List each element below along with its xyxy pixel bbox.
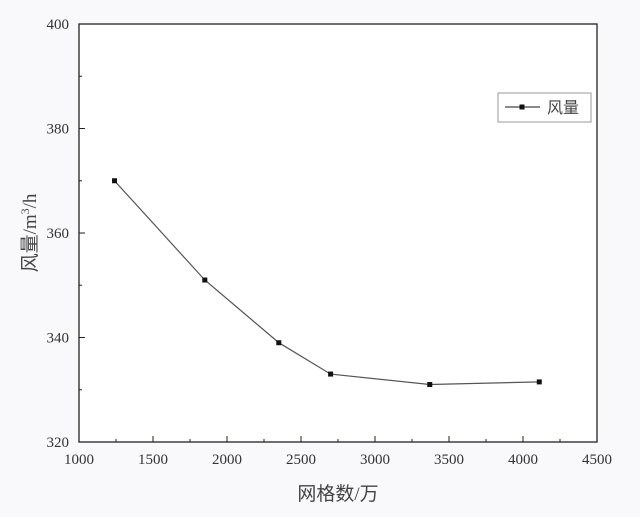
x-tick-label: 4500 bbox=[582, 452, 612, 468]
legend-marker-icon bbox=[519, 104, 525, 110]
y-tick-label: 380 bbox=[47, 122, 70, 138]
plot-border bbox=[78, 23, 598, 443]
y-axis-title: 风量/m3/h bbox=[18, 193, 41, 272]
data-point-marker bbox=[112, 178, 118, 184]
x-tick-label: 2000 bbox=[212, 452, 242, 468]
data-point-marker bbox=[202, 277, 208, 283]
y-tick-label: 360 bbox=[47, 226, 70, 242]
series-line bbox=[112, 178, 542, 388]
y-tick-label: 320 bbox=[47, 435, 70, 451]
x-tick-label: 3000 bbox=[360, 452, 390, 468]
y-axis-title-tail: /h bbox=[20, 193, 41, 208]
data-point-marker bbox=[536, 379, 542, 385]
x-tick-label: 1000 bbox=[64, 452, 94, 468]
x-axis: 1000 1500 2000 2500 3000 3500 4000 4500 bbox=[64, 436, 612, 468]
y-axis: 320 340 360 380 400 bbox=[47, 17, 85, 451]
legend-label: 风量 bbox=[547, 100, 579, 117]
y-axis-title-main: 风量/m bbox=[20, 214, 41, 272]
x-axis-title: 网格数/万 bbox=[297, 483, 378, 505]
x-tick-label: 3500 bbox=[434, 452, 464, 468]
plot-area bbox=[78, 23, 598, 443]
data-point-marker bbox=[276, 340, 282, 346]
data-point-marker bbox=[427, 382, 433, 388]
y-tick-label: 400 bbox=[47, 17, 70, 33]
x-tick-label: 4000 bbox=[508, 452, 538, 468]
data-point-marker bbox=[328, 371, 334, 377]
y-tick-label: 340 bbox=[47, 331, 70, 347]
x-tick-label: 1500 bbox=[138, 452, 168, 468]
y-axis-title-sup: 3 bbox=[18, 208, 32, 214]
legend: 风量 bbox=[497, 92, 592, 123]
x-tick-label: 2500 bbox=[286, 452, 316, 468]
series-polyline bbox=[114, 180, 540, 386]
